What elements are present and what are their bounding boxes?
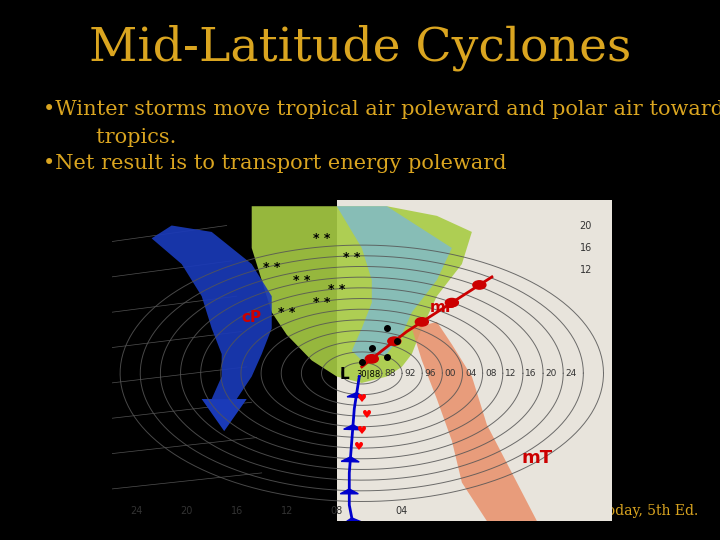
Text: ♥: ♥ <box>357 394 366 404</box>
Text: * *: * * <box>313 296 330 309</box>
Text: 92: 92 <box>405 369 416 378</box>
Text: cP: cP <box>242 310 262 325</box>
Text: ♥: ♥ <box>354 442 364 452</box>
Text: 24: 24 <box>566 369 577 378</box>
Text: ♥: ♥ <box>357 426 366 436</box>
Circle shape <box>365 355 378 363</box>
Text: mT: mT <box>522 449 553 467</box>
Text: 20: 20 <box>580 220 592 231</box>
Text: 96: 96 <box>425 369 436 378</box>
Polygon shape <box>341 489 359 494</box>
Circle shape <box>388 337 401 346</box>
Text: 08: 08 <box>330 507 343 516</box>
Text: 16: 16 <box>580 243 592 253</box>
Text: Ahrens, Meteorology Today, 5th Ed.: Ahrens, Meteorology Today, 5th Ed. <box>446 504 698 518</box>
Text: ♥: ♥ <box>362 410 372 420</box>
Text: tropics.: tropics. <box>43 128 176 147</box>
Polygon shape <box>343 424 361 430</box>
Text: mP: mP <box>429 300 456 315</box>
Text: Mid-Latitude Cyclones: Mid-Latitude Cyclones <box>89 24 631 71</box>
Circle shape <box>446 299 459 307</box>
Text: 08: 08 <box>485 369 497 378</box>
Text: 20: 20 <box>181 507 193 516</box>
Text: 16: 16 <box>526 369 537 378</box>
Text: •Net result is to transport energy poleward: •Net result is to transport energy polew… <box>43 154 507 173</box>
Polygon shape <box>343 518 361 523</box>
Text: 30|88: 30|88 <box>357 370 381 380</box>
Text: * *: * * <box>293 274 310 287</box>
Text: 12: 12 <box>505 369 517 378</box>
Circle shape <box>415 318 428 326</box>
Text: 04: 04 <box>465 369 477 378</box>
Text: 20: 20 <box>546 369 557 378</box>
Text: 12: 12 <box>580 266 592 275</box>
Text: •Winter storms move tropical air poleward and polar air toward the: •Winter storms move tropical air polewar… <box>43 100 720 119</box>
Circle shape <box>473 281 486 289</box>
Text: * *: * * <box>343 251 361 264</box>
Text: 88: 88 <box>384 369 396 378</box>
Text: 00: 00 <box>445 369 456 378</box>
Text: 16: 16 <box>230 507 243 516</box>
Text: 12: 12 <box>281 507 293 516</box>
Text: * *: * * <box>278 306 295 319</box>
Text: 24: 24 <box>130 507 143 516</box>
Text: * *: * * <box>313 232 330 245</box>
Text: * *: * * <box>328 284 346 296</box>
Text: L: L <box>339 367 349 382</box>
Text: * *: * * <box>263 261 280 274</box>
Text: 04: 04 <box>396 507 408 516</box>
Polygon shape <box>341 457 359 462</box>
Polygon shape <box>347 393 365 398</box>
